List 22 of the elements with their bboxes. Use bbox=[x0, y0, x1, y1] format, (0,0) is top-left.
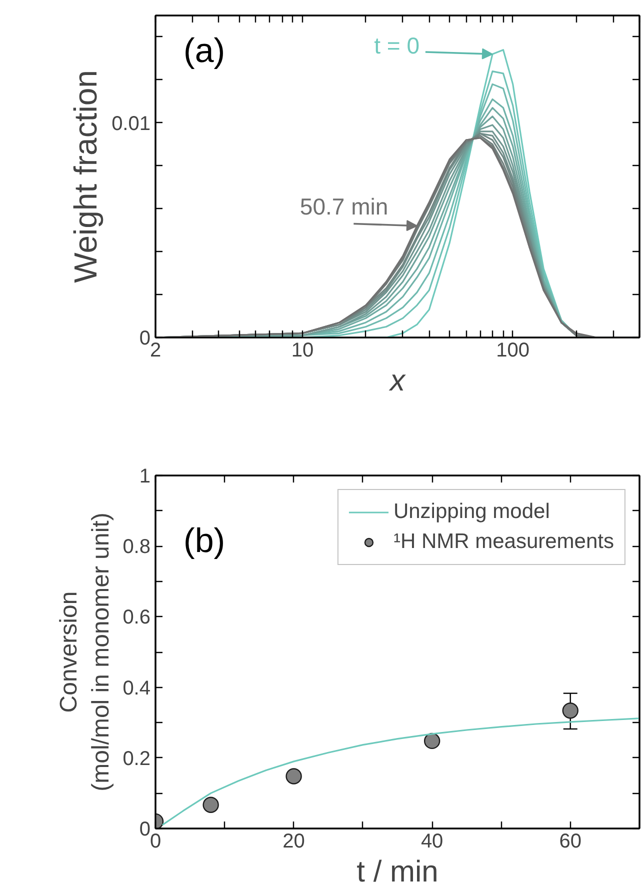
annotation: (b) bbox=[184, 522, 226, 560]
y-tick-label: 0.01 bbox=[112, 112, 151, 135]
legend-label: Unzipping model bbox=[393, 500, 550, 524]
x-tick-label: 20 bbox=[282, 830, 305, 852]
x-axis-title: x bbox=[388, 364, 406, 398]
annotation: (a) bbox=[184, 32, 226, 70]
x-axis-title: t / min bbox=[356, 856, 438, 888]
y-tick-label: 0.8 bbox=[122, 536, 151, 558]
annotation: 50.7 min bbox=[300, 193, 388, 220]
x-tick-label: 10 bbox=[291, 340, 314, 362]
x-tick-label: 2 bbox=[150, 340, 162, 362]
y-axis-title: Conversion (mol/mol in monomer unit) bbox=[55, 512, 115, 792]
y-tick-label: 0.2 bbox=[122, 748, 151, 770]
annotation: t = 0 bbox=[374, 32, 420, 58]
x-tick-label: 100 bbox=[496, 340, 530, 362]
x-tick-label: 60 bbox=[559, 830, 582, 852]
x-tick-label: 40 bbox=[420, 830, 444, 852]
y-axis-title: Weight fraction bbox=[68, 70, 104, 283]
legend-label: ¹H NMR measurements bbox=[393, 530, 614, 554]
y-tick-label: 0.4 bbox=[122, 677, 151, 700]
y-tick-label: 0.6 bbox=[122, 606, 151, 629]
y-tick-label: 1 bbox=[139, 466, 150, 488]
